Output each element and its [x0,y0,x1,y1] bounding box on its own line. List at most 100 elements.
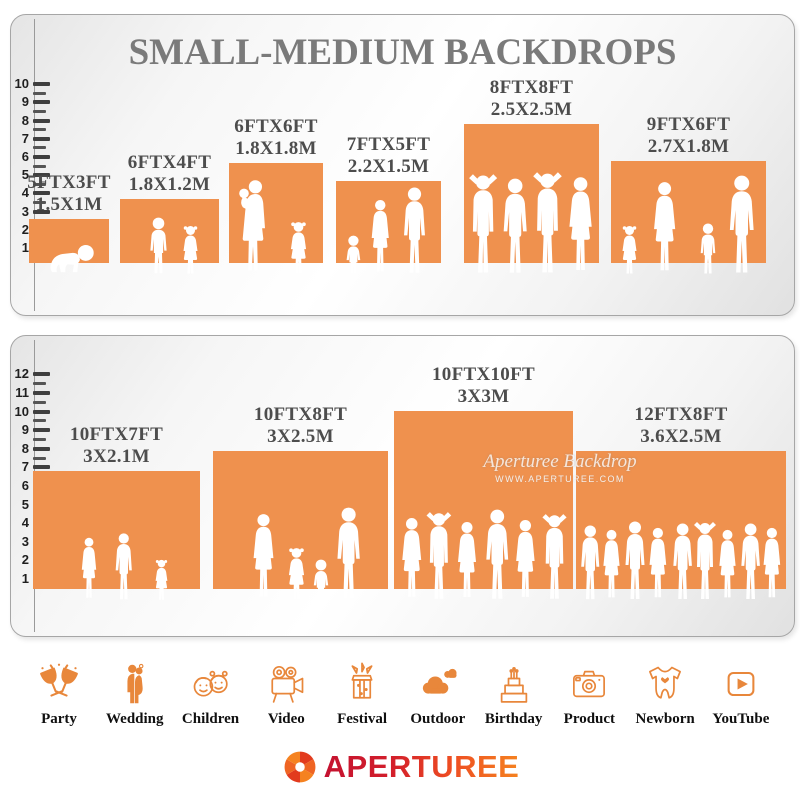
backdrop-size-m: 1.8X1.2M [128,174,211,195]
people-silhouette-woman [366,199,395,275]
people-silhouette-girl [151,559,172,601]
people-silhouette-toddler [342,235,365,275]
category-icon-box [567,660,611,708]
ruler-tick [33,173,50,178]
backdrop-size-ft: 10FTX10FT [432,364,535,385]
backdrop-size-m: 3.6X2.5M [640,426,722,447]
backdrop-size-ft: 8FTX8FT [489,77,574,98]
backdrop-size-label: 12FTX8FT 3.6X2.5M [601,404,761,448]
ruler-tick-minor [33,110,46,113]
ruler-tick [33,118,50,123]
backdrop-size-label: 9FTX6FT 2.7X1.8M [609,114,769,158]
category-label: Outdoor [410,711,466,727]
ruler-number: 9 [21,94,29,110]
people-silhouette-carry [235,179,271,275]
category-item: YouTube [704,660,778,728]
people-silhouette-man [723,175,761,275]
backdrop-size-ft: 10FTX8FT [253,404,348,425]
backdrop-size-ft: 6FTX6FT [234,116,318,137]
backdrop-size-ft: 10FTX7FT [69,424,164,445]
ruler-number: 8 [21,440,29,456]
category-icon-box [264,660,308,708]
ruler-tick [33,136,50,141]
category-label: Children [181,711,240,727]
backdrop-size-label: 7FTX5FT 2.2X1.5M [309,134,469,178]
people-silhouette-boy [144,217,173,275]
ruler-tick-minor [33,400,46,404]
ruler-tick-minor [33,164,46,168]
people-silhouette-girl [283,547,310,601]
wedding-icon [127,663,144,704]
category-item: Video [249,660,323,728]
backdrop-size-m: 2.2X1.5M [347,156,430,177]
backdrop-size-ft: 12FTX8FT [634,404,728,425]
backdrop-bar [229,163,323,263]
ruler-tick-minor [33,456,46,460]
backdrop-size-m: 2.5X2.5M [490,99,573,120]
aperture-icon [284,751,315,783]
people-silhouette-woman [562,176,599,275]
ruler-number: 6 [21,478,29,493]
people-silhouette-woman [452,521,482,601]
ruler-tick-minor [33,419,46,423]
backdrop-size-m: 1.5X1M [35,194,103,215]
people-silhouette-man [111,533,137,601]
newborn-icon [649,666,682,699]
ruler-number: 4 [21,515,29,531]
ruler-number: 7 [21,459,29,475]
video-icon [271,665,304,703]
ruler-tick [33,428,50,433]
backdrop-size-m: 3X3M [457,386,510,407]
category-item: Party [22,660,96,728]
ruler-number: 1 [21,240,29,255]
birthday-icon [500,667,527,703]
ruler-number: 12 [14,366,29,382]
ruler-number: 2 [21,221,29,237]
category-icon-box [37,660,81,708]
backdrop-size-ft: 6FTX4FT [127,152,212,173]
festival-icon [351,662,373,699]
ruler-tick [33,409,50,414]
people-silhouette-man2 [538,513,571,601]
category-item: Outdoor [401,660,475,728]
backdrop-size-label: 6FTX6FT 1.8X1.8M [196,116,356,160]
product-icon [573,670,606,698]
backdrop-panel-large: 1 2 3 4 5 6 7 8 9 10 11 12 10FTX7FT 3X2.1M 10FTX8FT 3X2… [10,335,795,637]
ruler-number: 7 [21,130,29,146]
youtube-icon [727,671,755,697]
people-silhouette-woman [77,537,101,601]
ruler-tick [33,155,50,159]
category-icon-box [416,660,460,708]
brand-logo: APERTUREE [0,748,800,786]
category-row: Party Wedding Children Video Festival Outdoor… [22,660,778,728]
ruler-tick [33,82,50,87]
children-icon [193,670,228,697]
category-item: Newborn [628,660,702,728]
category-label: Video [267,711,305,727]
people-silhouette-man2 [422,511,456,601]
backdrop-size-label: 5FTX3FT 1.5X1M [0,172,149,216]
ruler-number: 8 [21,112,29,128]
ruler-tick [33,191,50,196]
ruler-number: 5 [21,167,29,183]
people-silhouette-girl [285,221,312,275]
ruler-tick [33,209,50,214]
backdrop-bar [120,199,219,263]
ruler-number: 10 [14,403,29,419]
backdrop-size-m: 2.7X1.8M [647,136,730,157]
backdrop-size-m: 3X2.5M [267,426,334,447]
backdrop-size-label: 10FTX7FT 3X2.1M [37,424,197,468]
ruler-tick-minor [33,438,46,441]
category-label: Wedding [106,711,164,727]
people-silhouette-man [398,187,431,275]
category-icon-box [340,660,384,708]
ruler-number: 2 [21,552,29,568]
backdrop-size-label: 8FTX8FT 2.5X2.5M [452,77,612,121]
people-silhouette-man [331,507,366,601]
people-silhouette-girl [617,225,642,275]
category-label: YouTube [712,711,770,727]
category-icon-box [113,660,157,708]
ruler-tick [33,100,50,105]
people-silhouette-woman [647,181,682,275]
